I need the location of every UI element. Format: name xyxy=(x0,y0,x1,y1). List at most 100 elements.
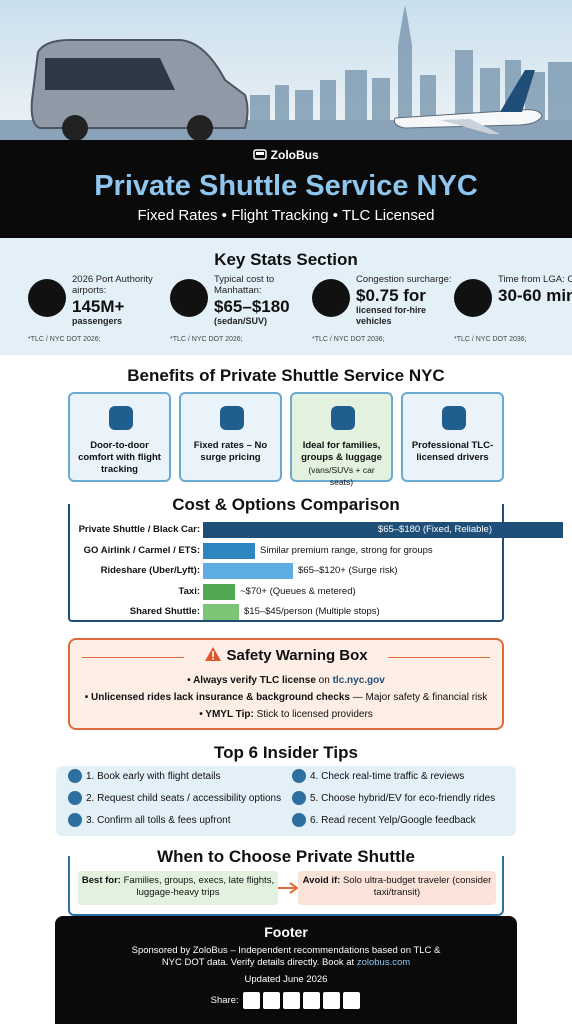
comparison-row: Taxi: ~$70+ (Queues & metered) xyxy=(70,583,506,600)
stat-icon xyxy=(312,279,350,317)
bar xyxy=(203,522,563,538)
share-link[interactable] xyxy=(342,992,360,1009)
brand-icon xyxy=(253,149,268,160)
footer-copy: Sponsored by ZoloBus – Independent recom… xyxy=(131,945,441,968)
benefit-text: Ideal for families, groups & luggage xyxy=(301,440,382,463)
stat-source: *TLC / NYC DOT 2036; xyxy=(454,336,527,343)
stat-label: Congestion surcharge: xyxy=(356,274,452,285)
stat-icon xyxy=(454,279,492,317)
footer-heading: Footer xyxy=(264,924,308,940)
arrow xyxy=(278,882,299,894)
benefit-icon xyxy=(331,406,355,430)
row-text: Similar premium range, strong for groups xyxy=(260,544,433,556)
share-row: Share: xyxy=(55,992,517,1009)
bar xyxy=(203,563,293,579)
share-email[interactable] xyxy=(322,992,340,1009)
safety-text: tlc.nyc.gov xyxy=(332,675,385,686)
bar xyxy=(203,583,235,600)
stat: 2026 Port Authority airports: 145M+ passen… xyxy=(28,274,168,354)
stat-value: $0.75 for xyxy=(356,286,426,305)
when-box: Best for: Families, groups, execs, late … xyxy=(68,856,504,916)
benefit-icon xyxy=(109,406,133,430)
tip: 5. Choose hybrid/EV for eco-friendly rid… xyxy=(292,791,495,805)
benefit-card: Door-to-door comfort with flight trackin… xyxy=(68,392,171,482)
tip: 4. Check real-time traffic & reviews xyxy=(292,769,464,783)
section-heading: When to Choose Private Shuttle xyxy=(140,847,432,867)
safety-text: on xyxy=(315,675,333,686)
header-band: ZoloBus Private Shuttle Service NYC Fixe… xyxy=(0,140,572,238)
benefit-icon xyxy=(220,406,244,430)
stat-text: Typical cost to Manhattan: $65–$180 (sedan… xyxy=(214,274,312,327)
benefit-card: Ideal for families, groups & luggage (van… xyxy=(290,392,393,487)
subtitle: Fixed Rates • Flight Tracking • TLC Lice… xyxy=(137,207,435,224)
warning-icon xyxy=(205,647,222,661)
share-x[interactable] xyxy=(282,992,300,1009)
stat-detail: (sedan/SUV) xyxy=(214,316,268,326)
benefit-note: (vans/SUVs + car seats) xyxy=(308,465,375,487)
stat-icon xyxy=(170,279,208,317)
share-linkedin[interactable] xyxy=(302,992,320,1009)
tip: 3. Confirm all tolls & fees upfront xyxy=(68,813,231,827)
benefit-text: Door-to-door comfort with flight trackin… xyxy=(78,440,161,475)
stat-text: Time from LGA: Often30-60 min xyxy=(498,274,572,305)
safety-text: • YMYL Tip: xyxy=(199,709,254,720)
benefit-text: Fixed rates – No surge pricing xyxy=(193,440,268,463)
section-heading: Benefits of Private Shuttle Service NYC xyxy=(127,366,445,385)
tips-box: 1. Book early with flight details 2. Requ… xyxy=(56,766,516,836)
stat-value: 145M+ xyxy=(72,297,125,316)
safety-line: • Always verify TLC license on tlc.nyc.g… xyxy=(70,675,502,686)
tip-icon xyxy=(292,791,306,805)
stat-source: *TLC / NYC DOT 2026; xyxy=(28,336,101,343)
safety-line: • Unlicensed rides lack insurance & back… xyxy=(70,692,502,703)
stat-icon xyxy=(28,279,66,317)
row-label: Taxi: xyxy=(178,585,200,597)
benefit-text: Professional TLC-licensed drivers xyxy=(411,440,494,463)
safety-text: Stick to licensed providers xyxy=(253,709,373,720)
stat-label: Typical cost to Manhattan: xyxy=(214,274,275,296)
avoid-label: Avoid if: xyxy=(302,875,341,886)
stat: Time from LGA: Often30-60 min *TLC / NYC … xyxy=(454,274,572,354)
tip-icon xyxy=(68,769,82,783)
share-twitter[interactable] xyxy=(262,992,280,1009)
bar xyxy=(203,604,239,620)
section-heading: Cost & Options Comparison xyxy=(163,495,409,515)
footer-text: Sponsored by ZoloBus – Independent recom… xyxy=(125,945,447,969)
avoid-text: Solo ultra-budget traveler (consider tax… xyxy=(340,875,492,898)
row-label: GO Airlink / Carmel / ETS: xyxy=(83,544,200,556)
stat-detail: passengers xyxy=(72,316,123,326)
row-label: Private Shuttle / Black Car: xyxy=(78,524,200,535)
row-label: Rideshare (Uber/Lyft): xyxy=(100,565,200,576)
stat-label: 2026 Port Authority airports: xyxy=(72,274,153,296)
stat: Typical cost to Manhattan: $65–$180 (sedan… xyxy=(170,274,310,354)
tip-icon xyxy=(292,813,306,827)
best-label: Best for: xyxy=(81,875,121,886)
best-for: Best for: Families, groups, execs, late … xyxy=(78,871,278,905)
stat-text: 2026 Port Authority airports: 145M+ passen… xyxy=(72,274,170,327)
tip-icon xyxy=(68,813,82,827)
footer: Footer Sponsored by ZoloBus – Independen… xyxy=(55,916,517,1024)
footer-updated: Updated June 2026 xyxy=(244,974,328,985)
footer-link[interactable]: zolobus.com xyxy=(356,957,411,968)
section-heading: Top 6 Insider Tips xyxy=(214,743,358,762)
benefit-icon xyxy=(442,406,466,430)
safety-box: Safety Warning Box • Always verify TLC l… xyxy=(68,638,504,730)
stat-detail: licensed for-hire vehicles xyxy=(356,305,427,326)
tip-icon xyxy=(292,769,306,783)
tip: 2. Request child seats / accessibility o… xyxy=(68,791,281,805)
stat-value: $65–$180 xyxy=(214,297,290,316)
comparison-row: GO Airlink / Carmel / ETS: Similar premiu… xyxy=(70,542,506,559)
tip: 6. Read recent Yelp/Google feedback xyxy=(292,813,476,827)
benefit-card: Professional TLC-licensed drivers xyxy=(401,392,504,482)
benefit-card: Fixed rates – No surge pricing xyxy=(179,392,282,482)
stat-text: Congestion surcharge: $0.75 for licensed f… xyxy=(356,274,454,327)
hero-image xyxy=(0,0,572,140)
title: Private Shuttle Service NYC xyxy=(94,170,478,202)
comparison-row: Rideshare (Uber/Lyft): $65–$120+ (Surge r… xyxy=(70,563,506,579)
row-text: $65–$180 (Fixed, Reliable) xyxy=(377,524,492,535)
safety-line: • YMYL Tip: Stick to licensed providers xyxy=(70,709,502,720)
safety-heading: Safety Warning Box xyxy=(226,647,368,664)
share-facebook[interactable] xyxy=(242,992,260,1009)
comparison-row: Private Shuttle / Black Car: $65–$180 (Fi… xyxy=(70,522,563,538)
safety-text: • Unlicensed rides lack insurance & back… xyxy=(84,692,350,703)
